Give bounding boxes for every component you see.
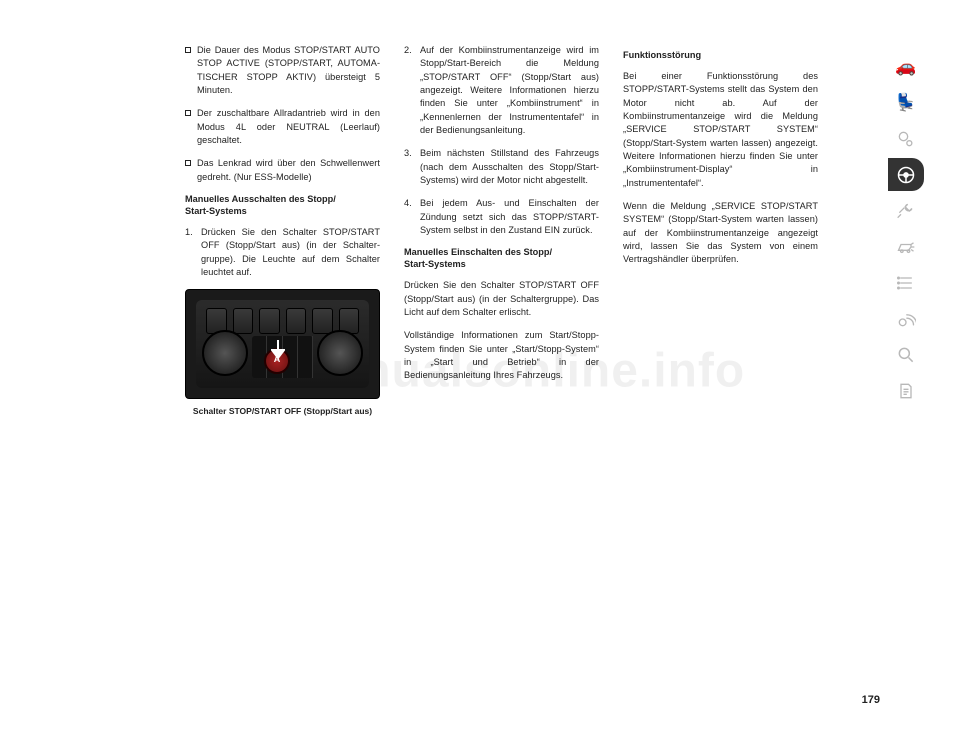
manual-page: carmanualsonline.info Die Dauer des Modu… [0,0,960,742]
step-text: Beim nächsten Stillstand des Fahrzeugs (… [420,148,599,185]
body-paragraph: Wenn die Meldung „SERVICE STOP/START SYS… [623,200,818,267]
right-knob [317,330,363,376]
section-tab-strip: 🚗 💺 [888,50,924,407]
tab-wrench-icon[interactable] [888,194,924,227]
section-heading: Manuelles Ausschalten des Stopp/ Start-S… [185,194,380,218]
pointer-arrow-icon [271,340,285,366]
body-paragraph: Vollständige Informationen zum Start/Sto… [404,329,599,382]
tab-index-icon[interactable] [888,374,924,407]
column-3: Funktionsstörung Bei einer Funktionsstör… [623,44,818,424]
step-text: Auf der Kombiinstrumentanzeige wird im S… [420,45,599,135]
numbered-step: 2. Auf der Kombiinstrumentanzeige wird i… [404,44,599,137]
column-2: 2. Auf der Kombiinstrumentanzeige wird i… [404,44,599,424]
tab-connectivity-icon[interactable] [888,302,924,335]
left-knob [202,330,248,376]
step-text: Drücken Sie den Schalter STOP/START OFF … [201,227,380,277]
step-number: 2. [404,44,412,57]
tab-seat-icon[interactable]: 💺 [888,86,924,119]
tab-list-icon[interactable] [888,266,924,299]
numbered-step: 3. Beim nächsten Stillstand des Fahrzeug… [404,147,599,187]
step-text: Bei jedem Aus- und Einschalten der Zündu… [420,198,599,235]
numbered-step: 4. Bei jedem Aus- und Einschalten der Zü… [404,197,599,237]
body-paragraph: Bei einer Funktionsstörung des STOPP/STA… [623,70,818,190]
tab-airbag-icon[interactable] [888,122,924,155]
tab-steering-wheel-icon[interactable] [888,158,924,191]
text-columns: Die Dauer des Modus STOP/START AUTO STOP… [185,44,880,424]
step-number: 4. [404,197,412,210]
dashboard-panel [196,300,369,388]
column-1: Die Dauer des Modus STOP/START AUTO STOP… [185,44,380,424]
tab-search-icon[interactable] [888,338,924,371]
figure: Schalter STOP/START OFF (Stopp/Start aus… [185,289,380,417]
numbered-step: 1. Drücken Sie den Schalter STOP/START O… [185,226,380,279]
tab-collision-icon[interactable] [888,230,924,263]
page-number: 179 [862,694,880,706]
tab-car-icon[interactable]: 🚗 [888,50,924,83]
step-number: 3. [404,147,412,160]
bullet-item: Der zuschaltbare Allradantrieb wird in d… [185,107,380,147]
body-paragraph: Drücken Sie den Schalter STOP/START OFF … [404,279,599,319]
section-heading: Manuelles Einschalten des Stopp/ Start-S… [404,247,599,271]
step-number: 1. [185,226,193,239]
bullet-item: Das Lenkrad wird über den Schwellenwert … [185,157,380,184]
figure-caption: Schalter STOP/START OFF (Stopp/Start aus… [185,405,380,417]
section-heading: Funktionsstörung [623,50,818,62]
bullet-item: Die Dauer des Modus STOP/START AUTO STOP… [185,44,380,97]
control-panel-photo [185,289,380,399]
